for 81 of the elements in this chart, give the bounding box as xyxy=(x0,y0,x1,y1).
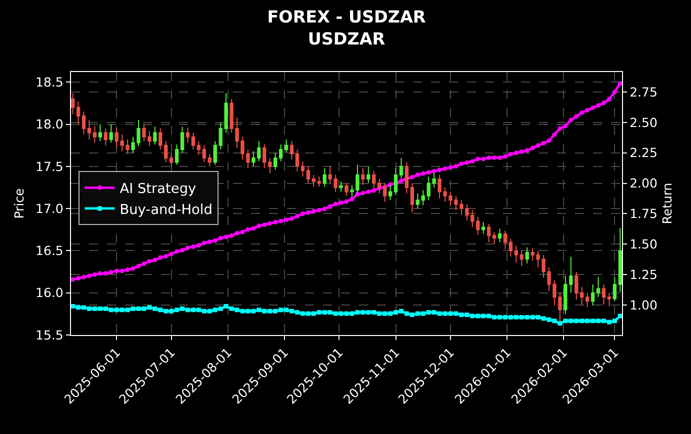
y-axis-title: Price xyxy=(12,188,27,219)
candlestick xyxy=(284,138,288,154)
legend-label: AI Strategy xyxy=(120,180,196,197)
candlestick xyxy=(274,152,278,170)
chart-title: FOREX - USDZAR USDZAR xyxy=(267,6,426,48)
y2-tick-label: 2.00 xyxy=(630,176,658,191)
candlestick xyxy=(482,222,486,234)
candlestick xyxy=(92,125,97,144)
candlestick xyxy=(164,140,168,163)
candlestick xyxy=(416,192,420,210)
candlestick xyxy=(361,168,365,186)
candlestick xyxy=(300,160,305,178)
candlestick xyxy=(104,128,108,146)
candlestick xyxy=(186,127,190,144)
candlestick xyxy=(508,238,513,258)
y2-tick-label: 2.50 xyxy=(630,114,658,130)
candlestick xyxy=(618,227,622,293)
y2-tick-label: 2.25 xyxy=(630,145,658,160)
y2-tick-label: 1.25 xyxy=(630,266,658,282)
candlestick xyxy=(492,232,496,244)
candlestick xyxy=(503,230,508,250)
candlestick xyxy=(399,157,404,179)
y-tick-label: 18.5 xyxy=(36,74,64,90)
candlestick xyxy=(87,120,92,140)
candlestick xyxy=(322,168,326,188)
candlestick xyxy=(421,190,425,206)
y-tick-label: 16.0 xyxy=(36,285,64,300)
candlestick xyxy=(202,144,206,163)
candlestick xyxy=(574,271,578,300)
y-tick-label: 17.5 xyxy=(36,158,64,174)
y-tick-label: 18.0 xyxy=(36,116,64,132)
candlestick xyxy=(82,111,86,135)
y2-axis-title: Return xyxy=(660,182,675,224)
candlestick xyxy=(109,124,113,144)
candlestick xyxy=(317,176,321,188)
candlestick xyxy=(476,216,480,236)
candlestick xyxy=(602,284,606,306)
candlestick xyxy=(366,166,370,184)
y2-tick-label: 1.75 xyxy=(630,206,658,222)
candlestick xyxy=(306,166,310,184)
y-tick-label: 17.0 xyxy=(36,200,64,216)
candlestick xyxy=(612,277,617,302)
candlestick xyxy=(486,223,491,243)
candlestick xyxy=(590,284,595,306)
candlestick xyxy=(520,250,524,266)
candlestick xyxy=(278,144,283,162)
candlestick xyxy=(585,292,590,308)
candlestick xyxy=(208,153,212,167)
y-tick-label: 15.5 xyxy=(36,327,64,342)
candlestick xyxy=(498,228,502,243)
candlestick xyxy=(514,245,518,264)
candlestick xyxy=(191,132,196,150)
candlestick xyxy=(170,152,174,167)
candlestick xyxy=(339,181,343,192)
y-tick-label: 16.5 xyxy=(36,243,64,258)
candlestick xyxy=(153,126,157,145)
candlestick xyxy=(580,286,584,306)
candlestick xyxy=(174,144,179,166)
legend-label: Buy-and-Hold xyxy=(120,202,212,218)
candlestick xyxy=(262,144,266,169)
candlestick xyxy=(114,128,118,148)
candlestick xyxy=(295,149,300,172)
candlestick xyxy=(290,140,294,160)
candlestick xyxy=(180,126,184,154)
candlestick xyxy=(158,128,162,150)
candlestick xyxy=(196,140,201,156)
candlestick xyxy=(98,124,102,142)
candlestick xyxy=(312,174,316,188)
candlestick xyxy=(268,157,272,174)
candlestick xyxy=(344,182,348,196)
y2-tick-label: 2.75 xyxy=(630,84,658,100)
candlestick xyxy=(410,182,414,214)
candlestick xyxy=(525,246,529,264)
y2-tick-label: 1.50 xyxy=(630,236,658,252)
candlestick xyxy=(607,292,612,307)
candlestick xyxy=(71,92,75,115)
candlestick xyxy=(388,184,392,201)
candlestick xyxy=(213,140,217,166)
y2-tick-label: 1.00 xyxy=(630,297,658,312)
candlestick xyxy=(76,101,80,125)
candlestick xyxy=(596,276,600,298)
